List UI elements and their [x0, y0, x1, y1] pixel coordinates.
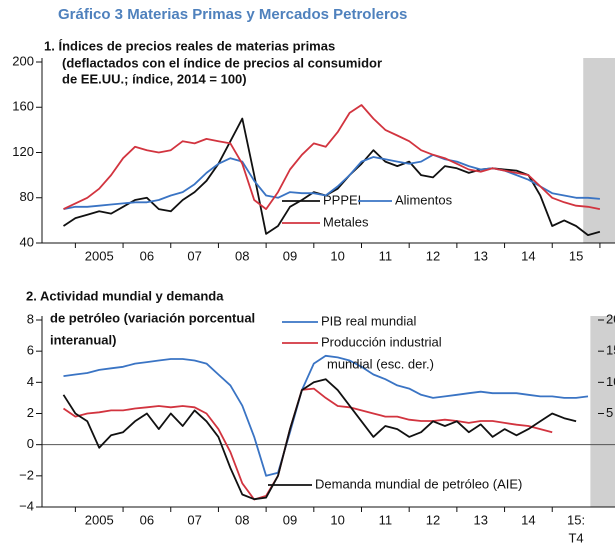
panel-title: 1. Índices de precios reales de materias… — [44, 38, 335, 53]
y-tick-label: 8 — [27, 311, 34, 326]
y-tick-label: 200 — [12, 53, 34, 68]
legend-label: PIB real mundial — [321, 313, 416, 328]
panel-subtitle: de EE.UU.; índice, 2014 = 100) — [62, 71, 247, 86]
series-line — [62, 387, 553, 501]
y-tick-label: 4 — [27, 374, 34, 389]
x-tick-label: 12 — [426, 512, 440, 527]
x-tick-label: 10 — [330, 248, 344, 263]
x-tick-label: 08 — [235, 248, 249, 263]
forecast-shade — [590, 316, 615, 507]
x-tick-label: 15: — [567, 512, 585, 527]
panel-subtitle: (deflactados con el índice de precios al… — [62, 55, 382, 70]
legend-label: PPPEI — [323, 192, 361, 207]
series-line — [62, 378, 577, 501]
legend-label: Alimentos — [395, 192, 453, 207]
legend-label: mundial (esc. der.) — [327, 356, 434, 371]
x-tick-label: 11 — [379, 512, 393, 527]
x-tick-label: 07 — [187, 248, 201, 263]
legend-label: Metales — [323, 214, 369, 229]
series-line — [63, 153, 600, 210]
panel-subtitle: interanual) — [50, 332, 116, 347]
x-tick-label: 06 — [140, 512, 154, 527]
x-tick-label: 2005 — [85, 248, 114, 263]
y2-tick-label: 20 — [606, 311, 615, 326]
panel-title: 2. Actividad mundial y demanda — [26, 288, 224, 303]
x-tick-label: 15 — [569, 248, 583, 263]
x-tick-label: 11 — [379, 248, 393, 263]
x-tick-label: 10 — [330, 512, 344, 527]
y-tick-label: 80 — [20, 189, 34, 204]
x-tick-label: 13 — [473, 248, 487, 263]
x-tick-label: 09 — [283, 512, 297, 527]
page-title: Gráfico 3 Materias Primas y Mercados Pet… — [58, 6, 407, 23]
y2-tick-label: 5 — [606, 405, 613, 420]
y-tick-label: 160 — [12, 99, 34, 114]
x-tick-label: 13 — [473, 512, 487, 527]
x-tick-label: 07 — [187, 512, 201, 527]
forecast-shade — [583, 58, 615, 243]
x-tick-label: 06 — [140, 248, 154, 263]
y-tick-label: −2 — [19, 467, 34, 482]
x-tick-label: 09 — [283, 248, 297, 263]
legend-label: Producción industrial — [321, 334, 442, 349]
x-tick-label: 14 — [521, 248, 535, 263]
y-tick-label: −4 — [19, 498, 34, 513]
panel-subtitle: de petróleo (variación porcentual — [50, 310, 255, 325]
series-line — [63, 354, 589, 477]
y-tick-label: 6 — [27, 343, 34, 358]
y2-tick-label: 15 — [606, 343, 615, 358]
series-line — [63, 117, 601, 236]
y-tick-label: 120 — [12, 144, 34, 159]
x-tick-label: 08 — [235, 512, 249, 527]
y-tick-label: 0 — [27, 436, 34, 451]
y-tick-label: 2 — [27, 405, 34, 420]
y-tick-label: 40 — [20, 234, 34, 249]
x-tick-label: 12 — [426, 248, 440, 263]
legend-label: Demanda mundial de petróleo (AIE) — [315, 476, 522, 491]
y2-tick-label: 10 — [606, 374, 615, 389]
series-line — [63, 104, 601, 210]
x-note: T4 — [568, 530, 583, 545]
x-tick-label: 14 — [521, 512, 535, 527]
x-tick-label: 2005 — [85, 512, 114, 527]
